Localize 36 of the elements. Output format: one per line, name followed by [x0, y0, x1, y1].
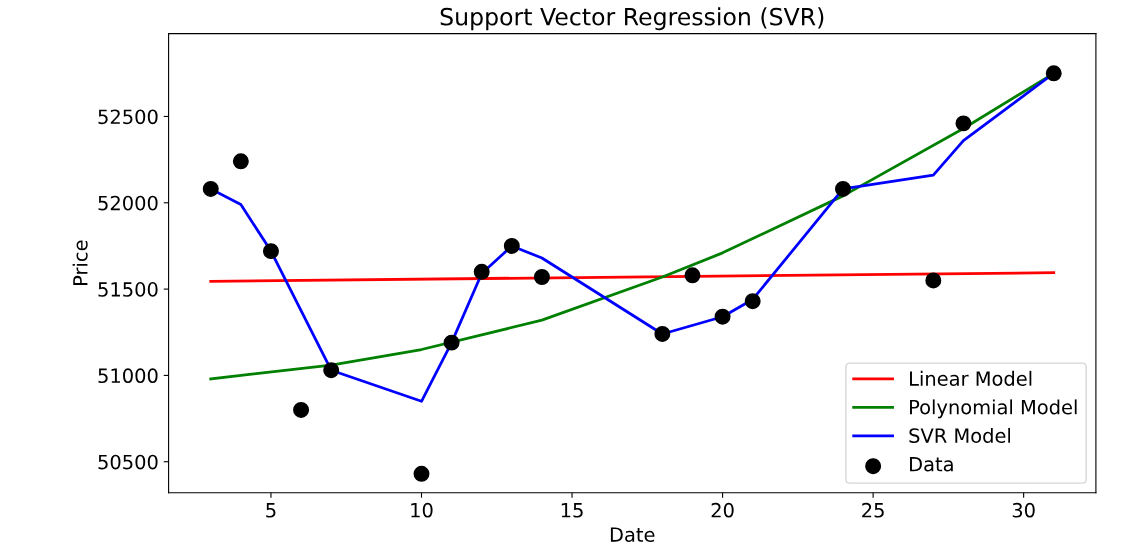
legend-label: Polynomial Model: [910, 399, 1077, 419]
point: [654, 326, 671, 342]
point: [955, 115, 972, 132]
y-tick-label: 52500: [98, 109, 158, 125]
point: [293, 401, 310, 418]
legend-label: Data: [910, 457, 953, 472]
x-axis-title: Date: [610, 527, 655, 542]
x-tick-label: 20: [711, 502, 734, 518]
y-tick-label: 51500: [98, 282, 158, 297]
x-tick-label: 15: [561, 503, 583, 518]
chart-title: Support Vector Regression (SVR): [440, 7, 824, 31]
point: [443, 334, 460, 351]
x-tick-label: 5: [266, 503, 276, 518]
y-axis-title: Price: [72, 240, 88, 286]
y-tick-label: 52000: [98, 195, 158, 211]
legend-label: Linear Model: [910, 370, 1032, 386]
point: [533, 269, 550, 285]
point: [202, 180, 219, 197]
legend-label: SVR Model: [909, 427, 1011, 443]
point: [232, 153, 249, 170]
point: [473, 263, 490, 280]
x-tick-label: 30: [1012, 502, 1035, 518]
point: [323, 362, 340, 379]
point: [714, 308, 731, 325]
point: [262, 243, 279, 260]
point: [1045, 65, 1062, 82]
x-tick-label: 25: [862, 502, 884, 518]
point: [684, 267, 701, 284]
point: [744, 293, 761, 310]
point: [835, 180, 851, 197]
y-tick-label: 51000: [98, 368, 158, 384]
point: [925, 272, 942, 289]
x-tick-label: 10: [411, 502, 433, 518]
y-tick-label: 50500: [98, 454, 158, 470]
point: [413, 465, 430, 482]
point: [503, 237, 520, 254]
